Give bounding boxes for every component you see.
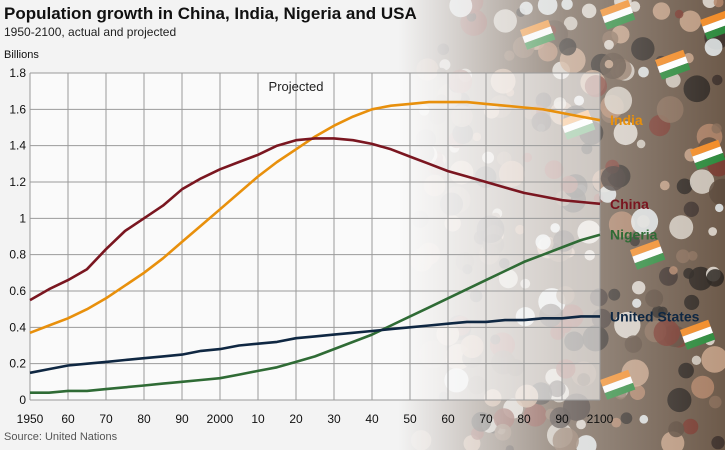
series-label-nigeria: Nigeria [610,227,658,243]
y-tick-label: 0.2 [9,357,26,371]
y-axis-unit-label: Billions [4,49,39,61]
y-tick-label: 1 [19,211,26,225]
y-tick-label: 1.2 [9,175,26,189]
y-tick-label: 0.8 [9,248,26,262]
series-label-united-states: United States [610,308,700,324]
series-line-india [29,100,601,335]
series-line-china [29,137,601,302]
series-label-china: China [610,196,649,212]
y-tick-label: 1.8 [9,66,26,80]
x-tick-label: 1950 [17,412,44,426]
series-label-india: India [610,112,643,128]
plot-area-background [30,73,600,400]
x-tick-label: 10 [251,412,265,426]
x-tick-label: 80 [517,412,531,426]
source-note: Source: United Nations [4,431,118,443]
y-tick-label: 1.4 [9,139,26,153]
series-line-united-states [29,315,600,375]
chart-title: Population growth in China, India, Niger… [4,4,417,23]
x-tick-label: 30 [327,412,341,426]
y-tick-label: 0.6 [9,284,26,298]
x-tick-label: 80 [137,412,151,426]
x-tick-label: 70 [99,412,113,426]
x-tick-label: 50 [403,412,417,426]
x-tick-label: 60 [61,412,75,426]
x-tick-label: 2000 [207,412,234,426]
x-tick-label: 40 [365,412,379,426]
x-tick-label: 2100 [587,412,614,426]
x-tick-label: 90 [555,412,569,426]
chart-subtitle: 1950-2100, actual and projected [4,25,177,39]
series-line-nigeria [30,233,601,394]
projected-annotation: Projected [269,79,324,94]
x-tick-label: 20 [289,412,303,426]
x-tick-label: 90 [175,412,189,426]
y-tick-label: 0.4 [9,320,26,334]
y-tick-label: 1.6 [9,102,26,116]
x-tick-label: 60 [441,412,455,426]
x-tick-label: 70 [479,412,493,426]
y-tick-label: 0 [19,393,26,407]
